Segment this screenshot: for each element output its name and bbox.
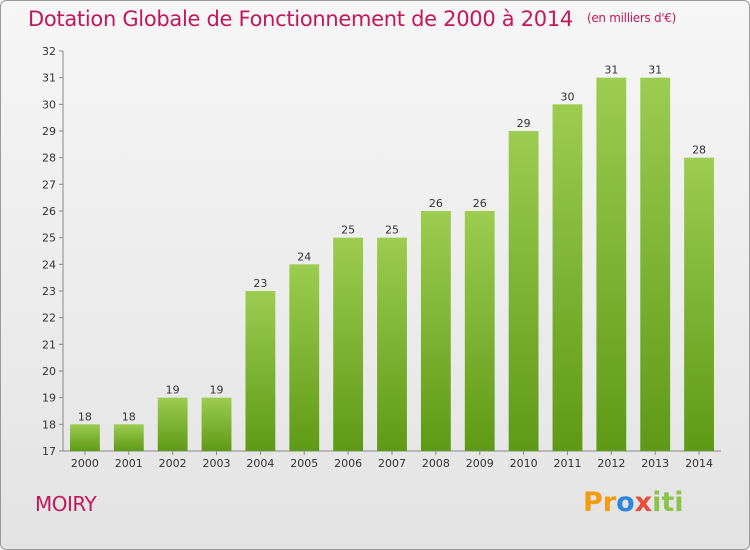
x-tick-label-2009: 2009 (466, 457, 494, 470)
y-tick-label: 22 (42, 312, 56, 325)
y-tick-label: 20 (42, 365, 56, 378)
data-label-2006: 25 (341, 224, 355, 237)
bar-2006 (333, 237, 364, 451)
x-tick-label-2001: 2001 (115, 457, 143, 470)
bar-2005 (289, 264, 320, 451)
data-label-2002: 19 (166, 384, 180, 397)
x-tick-label-2014: 2014 (685, 457, 713, 470)
bar-2009 (464, 211, 495, 451)
chart-title-text: Dotation Globale de Fonctionnement de 20… (28, 7, 573, 31)
x-tick-label-2011: 2011 (553, 457, 581, 470)
bar-2014 (684, 157, 714, 451)
y-tick-label: 28 (42, 152, 56, 165)
bar-2003 (201, 397, 232, 451)
data-label-2009: 26 (473, 197, 487, 210)
data-label-2001: 18 (122, 410, 136, 423)
x-tick-label-2005: 2005 (290, 457, 318, 470)
y-tick-label: 21 (42, 338, 56, 351)
bar-2004 (245, 291, 276, 451)
bar-2012 (596, 77, 627, 452)
data-label-2003: 19 (210, 384, 224, 397)
x-tick-label-2008: 2008 (422, 457, 450, 470)
y-tick-label: 19 (42, 392, 56, 405)
bar-2010 (508, 131, 539, 451)
y-tick-label: 32 (42, 45, 56, 58)
x-tick-label-2012: 2012 (597, 457, 625, 470)
bar-2002 (157, 397, 188, 451)
data-label-2000: 18 (78, 410, 92, 423)
data-label-2012: 31 (604, 64, 618, 77)
y-tick-label: 26 (42, 205, 56, 218)
data-label-2005: 24 (297, 250, 311, 263)
x-tick-label-2000: 2000 (71, 457, 99, 470)
bar-2000 (70, 424, 100, 451)
bar-2001 (113, 424, 144, 451)
data-label-2011: 30 (560, 90, 574, 103)
y-tick-label: 18 (42, 418, 56, 431)
proxiti-logo: Proxiti (583, 487, 684, 518)
y-tick-label: 30 (42, 98, 56, 111)
y-tick-label: 23 (42, 285, 56, 298)
data-label-2014: 28 (692, 144, 706, 157)
x-tick-label-2010: 2010 (510, 457, 538, 470)
x-tick-label-2003: 2003 (203, 457, 231, 470)
location-name: MOIRY (35, 492, 97, 516)
bar-2007 (377, 237, 407, 451)
y-tick-label: 24 (42, 258, 56, 271)
x-tick-label-2007: 2007 (378, 457, 406, 470)
data-label-2013: 31 (648, 64, 662, 77)
bar-2011 (552, 104, 583, 451)
logo-part-3: x (634, 487, 653, 518)
chart-title: Dotation Globale de Fonctionnement de 20… (28, 7, 676, 31)
logo-part-4: iti (652, 487, 684, 518)
x-tick-label-2013: 2013 (641, 457, 669, 470)
logo-part-2: o (616, 487, 635, 518)
y-tick-label: 31 (42, 72, 56, 85)
x-tick-label-2004: 2004 (246, 457, 274, 470)
x-tick-label-2006: 2006 (334, 457, 362, 470)
y-tick-label: 27 (42, 178, 56, 191)
data-label-2008: 26 (429, 197, 443, 210)
logo-part-1: Pr (583, 487, 617, 518)
y-tick-label: 17 (42, 445, 56, 458)
y-tick-label: 29 (42, 125, 56, 138)
bar-2013 (640, 77, 671, 452)
chart-subtitle: (en milliers d'€) (586, 11, 676, 25)
data-label-2004: 23 (253, 277, 267, 290)
data-label-2010: 29 (517, 117, 531, 130)
x-tick-label-2002: 2002 (159, 457, 187, 470)
bar-2008 (420, 211, 451, 451)
data-label-2007: 25 (385, 224, 399, 237)
y-tick-label: 25 (42, 232, 56, 245)
